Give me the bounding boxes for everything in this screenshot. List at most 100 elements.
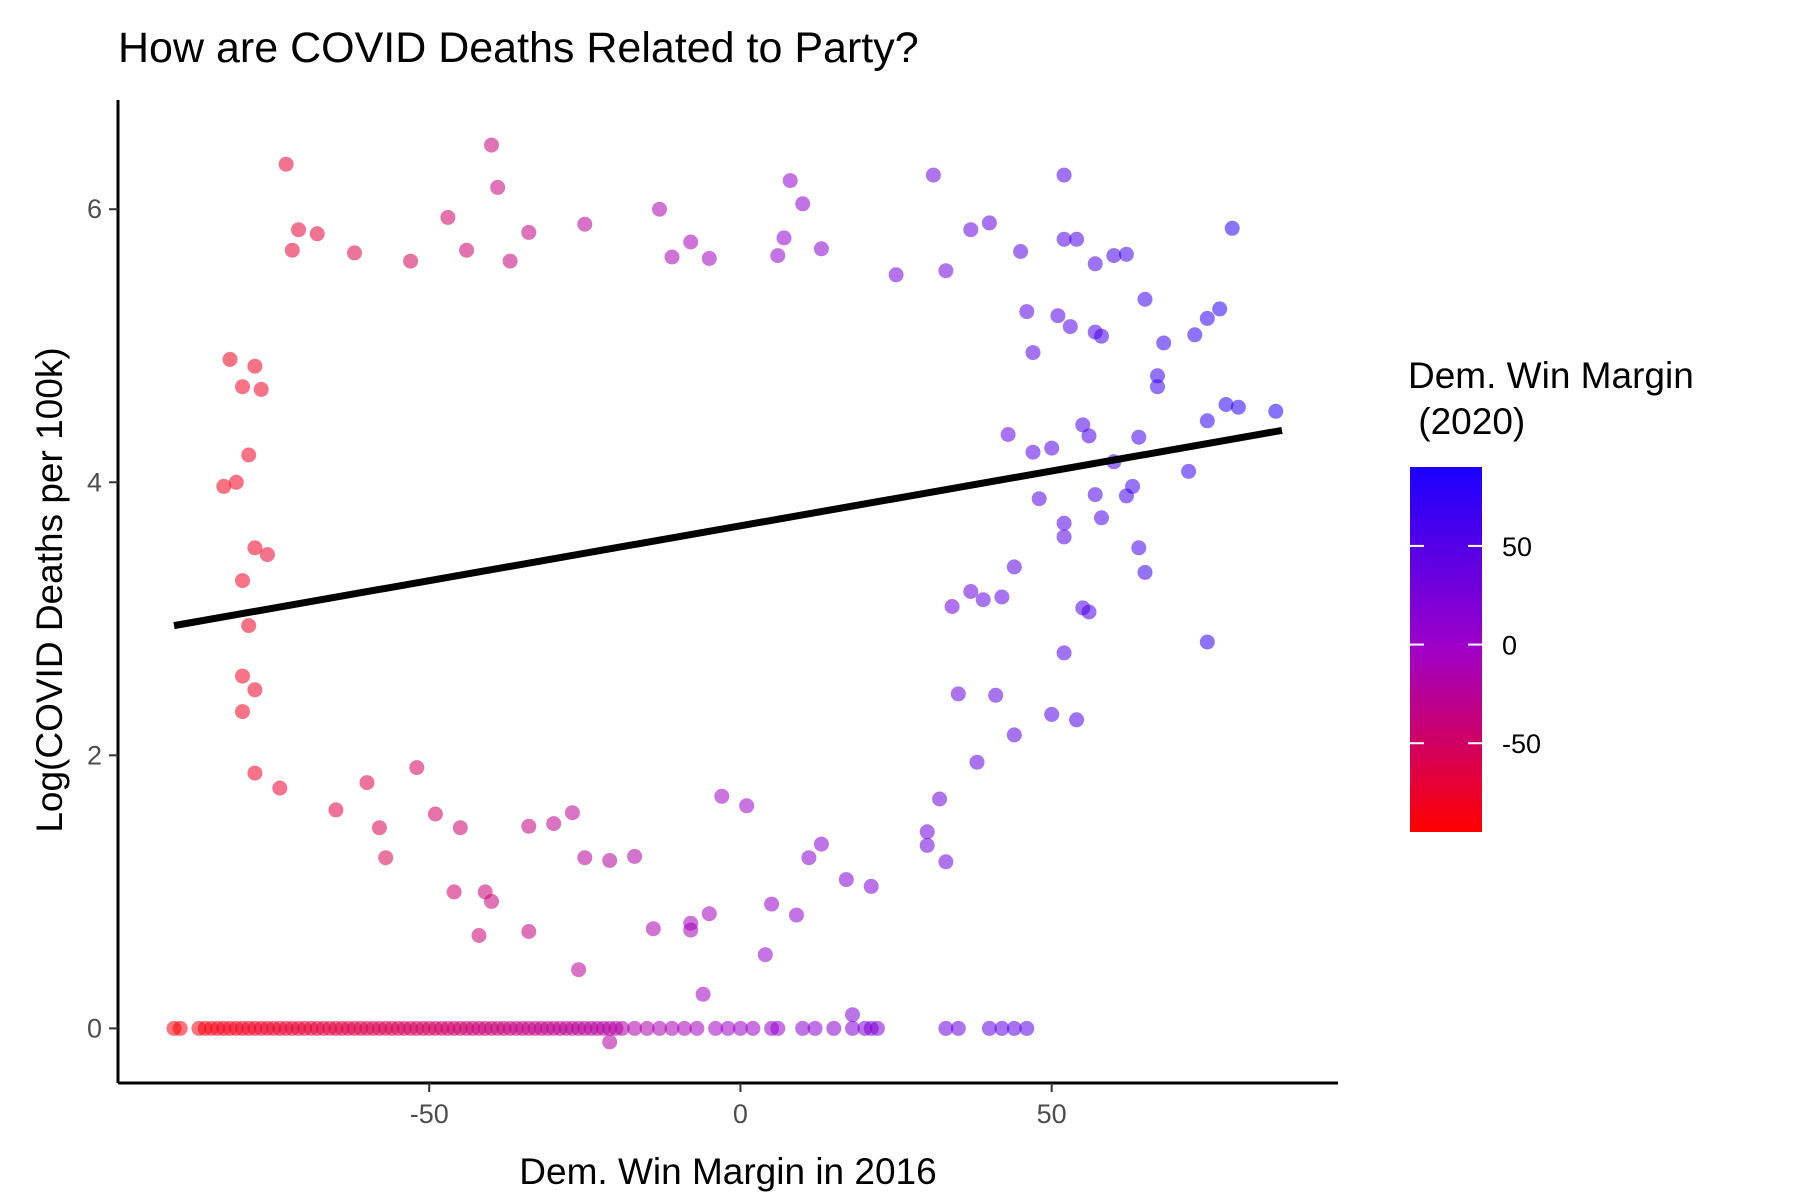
data-point	[813, 241, 829, 257]
fit-line	[173, 426, 1283, 630]
y-axis-title: Log(COVID Deaths per 100k)	[29, 347, 70, 832]
data-point	[932, 791, 948, 807]
data-point	[1044, 706, 1060, 722]
data-point	[770, 248, 786, 264]
data-point	[645, 921, 661, 937]
data-point	[1212, 301, 1228, 317]
data-point	[1131, 429, 1147, 445]
data-point	[1137, 564, 1153, 580]
data-point	[440, 209, 456, 225]
data-point	[1268, 403, 1284, 419]
data-point	[627, 848, 643, 864]
data-point	[272, 780, 288, 796]
data-point	[652, 1020, 667, 1036]
data-point	[1199, 310, 1215, 326]
data-point	[689, 1020, 705, 1036]
data-point	[1199, 413, 1215, 429]
legend-tick-label: 50	[1502, 532, 1532, 562]
data-point	[1006, 1020, 1022, 1036]
data-point	[359, 775, 375, 791]
data-point	[484, 893, 499, 909]
data-point	[259, 547, 275, 563]
data-point	[701, 250, 717, 266]
data-point	[347, 245, 362, 261]
data-point	[1224, 220, 1240, 236]
data-point	[564, 805, 580, 821]
data-point	[1125, 478, 1141, 494]
data-point	[1031, 491, 1047, 507]
data-point	[938, 263, 954, 279]
data-point	[708, 1020, 724, 1036]
data-point	[459, 242, 475, 258]
data-point	[938, 854, 954, 870]
data-point	[1050, 308, 1066, 324]
data-point	[571, 962, 587, 978]
data-point	[919, 837, 935, 853]
data-point	[247, 682, 263, 698]
data-point	[1087, 256, 1103, 272]
data-point	[944, 599, 960, 614]
data-point	[919, 824, 935, 840]
x-axis-ticks: -50 0 50	[410, 1083, 1067, 1129]
data-point	[1137, 291, 1153, 307]
data-point	[664, 249, 680, 265]
data-point	[1044, 440, 1060, 456]
data-point	[427, 806, 443, 822]
data-point	[328, 802, 344, 818]
data-point	[1069, 712, 1085, 728]
legend: Dem. Win Margin (2020) 50 0 -50	[1408, 355, 1694, 832]
data-point	[471, 928, 487, 943]
data-point	[1075, 417, 1091, 433]
data-point	[484, 137, 499, 153]
data-point	[969, 754, 985, 770]
data-point	[963, 222, 979, 238]
data-point	[1081, 428, 1097, 444]
data-point	[1069, 231, 1085, 247]
data-point	[577, 216, 593, 232]
data-point	[845, 1007, 860, 1023]
data-point	[235, 573, 250, 589]
data-point	[1230, 399, 1246, 415]
data-point	[241, 618, 257, 634]
data-point	[1056, 645, 1072, 661]
data-point	[452, 820, 468, 836]
data-point	[627, 1020, 643, 1036]
data-point	[1000, 427, 1016, 442]
data-point	[676, 1020, 692, 1036]
data-point	[1118, 246, 1134, 262]
data-point	[757, 947, 773, 963]
data-point	[813, 836, 829, 852]
data-point	[1019, 304, 1035, 320]
data-point	[776, 230, 792, 246]
data-point	[490, 179, 506, 195]
data-point	[838, 872, 854, 888]
data-point	[664, 1020, 680, 1036]
legend-title-line-1: Dem. Win Margin	[1408, 355, 1694, 396]
legend-title-line-2: (2020)	[1408, 401, 1525, 442]
data-point	[1187, 327, 1203, 343]
data-point	[521, 224, 537, 240]
data-point	[764, 896, 780, 912]
data-point	[826, 1020, 842, 1036]
data-point	[1131, 540, 1147, 556]
data-point	[652, 201, 667, 217]
y-tick-label: 0	[87, 1013, 102, 1043]
data-point	[1156, 335, 1172, 351]
data-point	[1199, 634, 1215, 650]
data-point	[732, 1020, 748, 1036]
data-point	[371, 820, 387, 836]
y-tick-label: 4	[87, 467, 102, 497]
legend-tick-label: -50	[1502, 729, 1541, 759]
data-point	[502, 253, 518, 269]
data-point	[683, 915, 699, 931]
data-point	[863, 878, 879, 894]
data-point	[602, 853, 618, 868]
data-point	[216, 478, 232, 494]
data-point	[981, 1020, 997, 1036]
data-point	[521, 924, 537, 939]
data-point	[683, 234, 699, 250]
data-point	[789, 907, 804, 923]
data-point	[1081, 604, 1097, 620]
y-tick-label: 6	[87, 194, 102, 224]
data-point	[639, 1020, 655, 1036]
